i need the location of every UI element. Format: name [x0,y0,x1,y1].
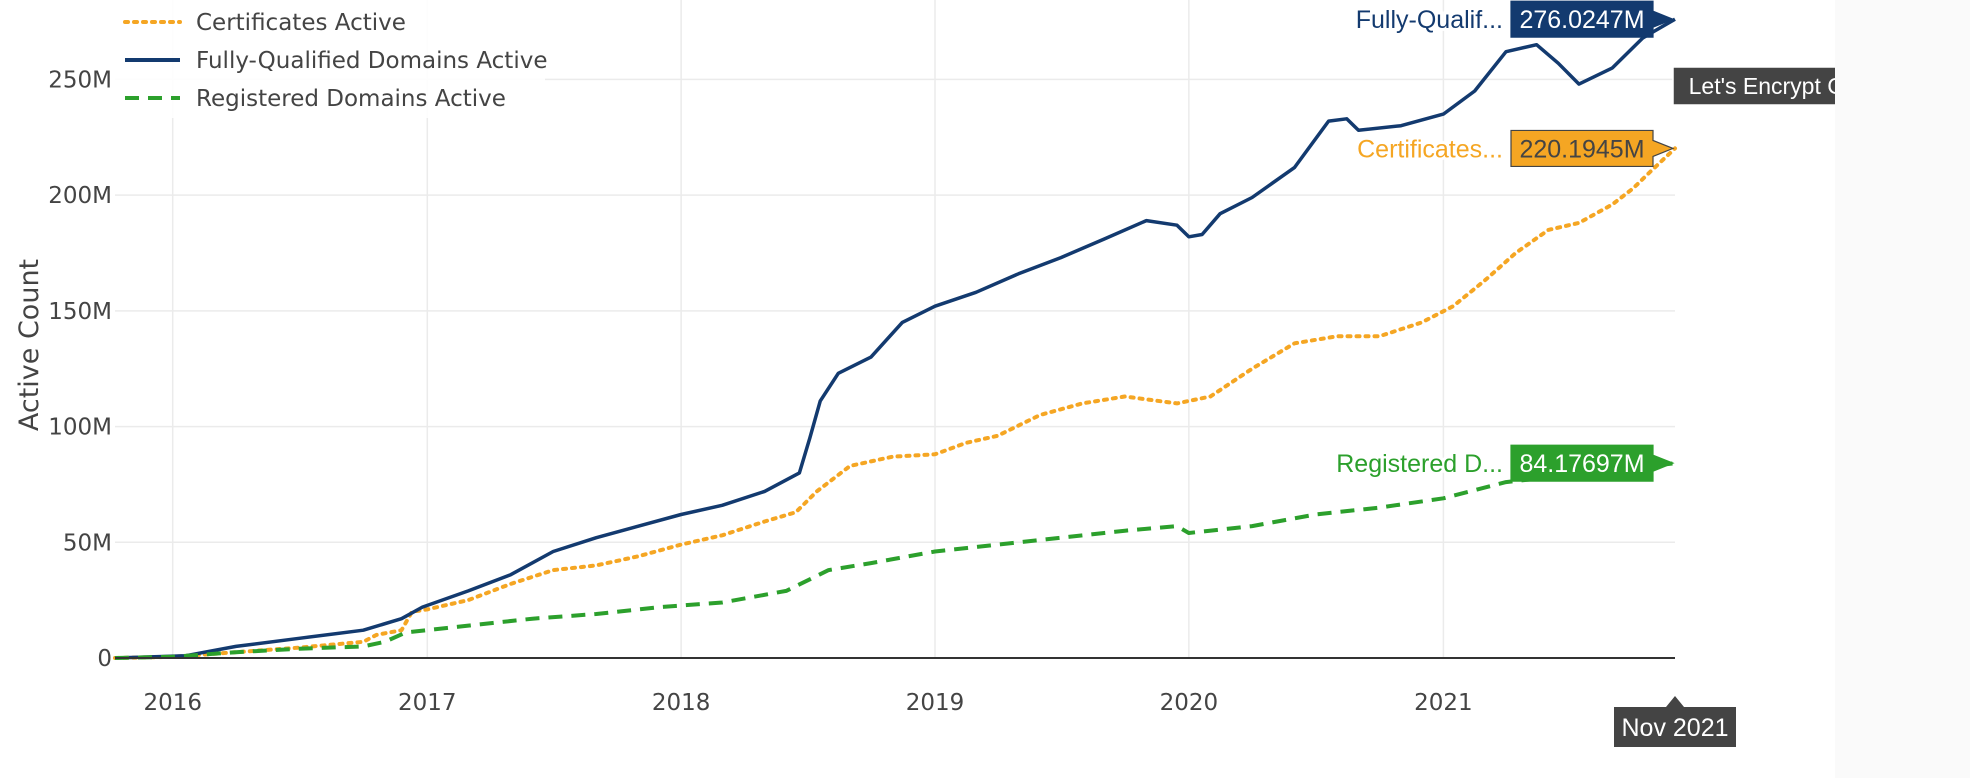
y-tick-label: 250M [48,67,112,93]
y-axis-title: Active Count [14,259,45,431]
right-panel [1835,0,1970,778]
hover-label-3: 84.17697M Registered D... [1333,444,1675,482]
hover-value-box [1510,444,1675,482]
series-line-2[interactable] [114,17,1676,660]
hover-value-box [1510,0,1675,38]
axes: 0 50M 100M 150M 200M 250M 2016 2017 2018 2019 2020… [48,67,1675,716]
y-tick-label: 200M [48,183,112,209]
x-tick-label: 2020 [1160,690,1219,716]
y-tick-label: 50M [63,530,112,556]
legend-item-label[interactable]: Fully-Qualified Domains Active [196,48,547,74]
x-tick-label: 2019 [906,690,965,716]
hover-series-name: Fully-Qualif... [1356,6,1503,34]
legend-item-label[interactable]: Registered Domains Active [196,86,506,112]
x-hover-text: Nov 2021 [1621,714,1728,742]
y-tick-label: 0 [97,646,112,672]
y-tick-label: 150M [48,299,112,325]
x-tick-label: 2021 [1414,690,1473,716]
x-tick-label: 2017 [398,690,457,716]
y-tick-label: 100M [48,415,112,441]
hover-series-name: Registered D... [1336,450,1503,478]
hover-labels: 220.1945M Certificates... 276.0247M Fully-Q… [1333,0,1919,747]
hover-value: 84.17697M [1519,450,1644,478]
series-lines [113,17,1677,660]
hover-label-2: 276.0247M Fully-Qualif... [1353,0,1675,38]
series-line-3[interactable] [114,461,1676,660]
hover-series-name: Certificates... [1357,135,1503,163]
series-line-1[interactable] [113,146,1677,660]
legend: Certificates Active Fully-Qualified Domai… [115,0,547,118]
hover-value: 220.1945M [1519,135,1644,163]
x-hover-box [1614,696,1736,747]
hover-value-box [1510,129,1675,168]
legend-background [115,0,545,118]
hover-label-1: 220.1945M Certificates... [1354,129,1675,168]
legend-item-label[interactable]: Certificates Active [196,10,406,36]
x-tick-label: 2016 [143,690,202,716]
hover-value: 276.0247M [1519,6,1644,34]
x-tick-label: 2018 [652,690,711,716]
x-hover-label: Nov 2021 [1614,696,1736,747]
